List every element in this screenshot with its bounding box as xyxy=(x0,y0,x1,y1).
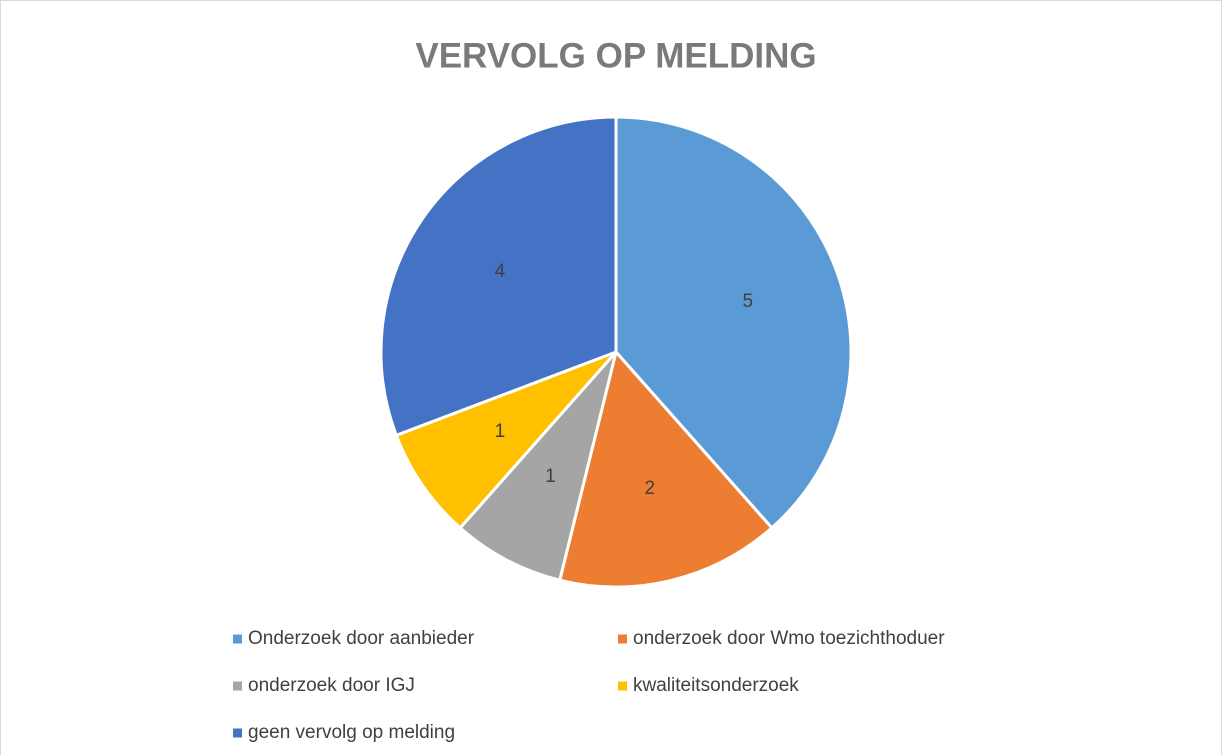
data-label: 4 xyxy=(495,261,506,282)
legend-label: onderzoek door IGJ xyxy=(248,675,415,696)
legend-swatch xyxy=(618,634,627,644)
pie-slice xyxy=(379,115,618,438)
chart-title: VERVOLG OP MELDING xyxy=(415,36,816,75)
pie-slice xyxy=(557,348,774,589)
legend-label: geen vervolg op melding xyxy=(248,722,455,743)
legend-swatch xyxy=(233,728,242,738)
data-label: 2 xyxy=(644,478,655,499)
legend-label: onderzoek door Wmo toezichthoduer xyxy=(633,628,945,649)
pie-slice xyxy=(458,351,618,582)
data-label: 5 xyxy=(743,291,754,312)
legend-label: kwaliteitsonderzoek xyxy=(633,675,799,696)
pie-slice xyxy=(614,115,853,531)
legend-swatch xyxy=(233,634,242,644)
data-label: 1 xyxy=(495,421,506,442)
data-label: 1 xyxy=(545,466,556,487)
pie-slice xyxy=(394,350,618,531)
legend-label: Onderzoek door aanbieder xyxy=(248,628,475,649)
legend-swatch xyxy=(618,681,627,691)
legend-swatch xyxy=(233,681,242,691)
